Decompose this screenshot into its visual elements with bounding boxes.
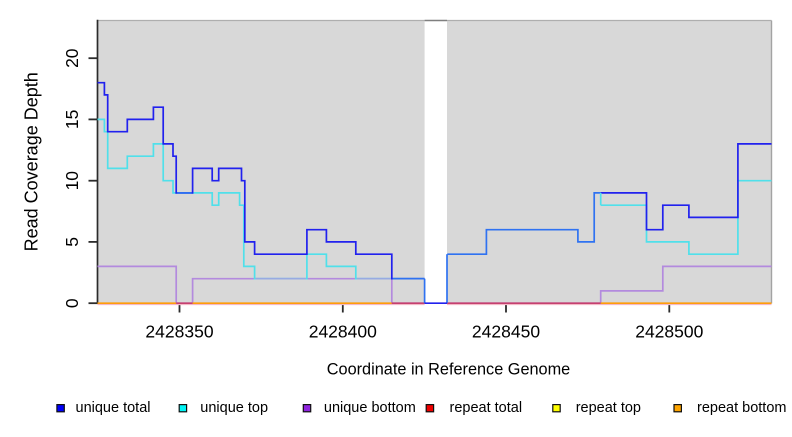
svg-text:2428400: 2428400 [309, 322, 377, 342]
svg-text:0: 0 [62, 298, 82, 308]
svg-text:20: 20 [62, 48, 82, 68]
svg-text:2428350: 2428350 [145, 322, 213, 342]
svg-text:15: 15 [62, 110, 82, 129]
svg-text:repeat total: repeat total [450, 400, 523, 416]
svg-text:2428450: 2428450 [472, 322, 540, 342]
svg-text:unique bottom: unique bottom [324, 400, 416, 416]
svg-text:Read Coverage Depth: Read Coverage Depth [22, 72, 42, 251]
svg-text:repeat top: repeat top [576, 400, 641, 416]
svg-text:unique top: unique top [200, 400, 268, 416]
svg-text:2428500: 2428500 [635, 322, 703, 342]
svg-text:10: 10 [62, 171, 82, 191]
svg-text:repeat bottom: repeat bottom [697, 400, 786, 416]
svg-text:unique total: unique total [76, 400, 151, 416]
svg-text:Coordinate in Reference Genome: Coordinate in Reference Genome [327, 361, 570, 379]
svg-text:5: 5 [62, 237, 82, 247]
